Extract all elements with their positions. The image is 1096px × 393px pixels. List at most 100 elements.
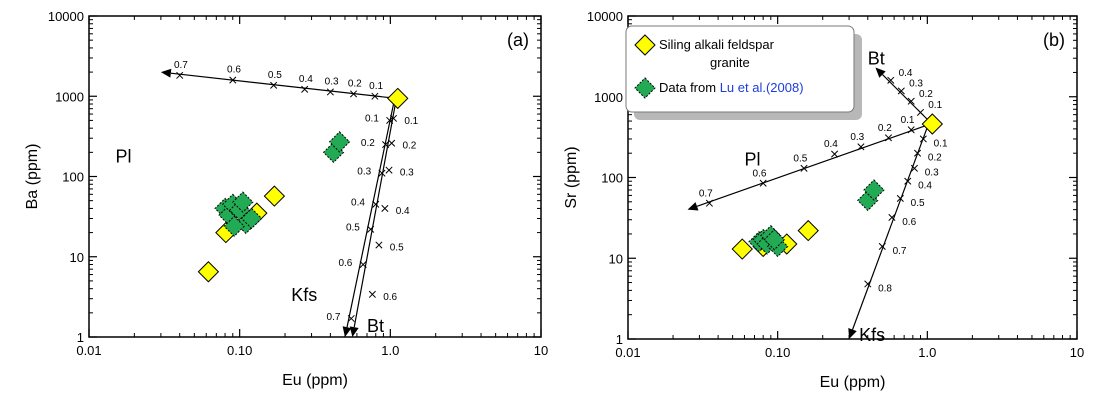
vector-tick-label: 0.1 <box>901 115 915 126</box>
vector-tick-label: 0.3 <box>850 132 864 143</box>
vector-tick-label: 0.7 <box>893 246 907 257</box>
vector-line <box>346 103 395 328</box>
vector-tick-mark <box>800 164 808 172</box>
legend-lu-citation: Lu et al.(2008) <box>720 80 804 95</box>
x-tick-label: 10 <box>534 343 548 358</box>
vector-tick-mark <box>371 92 379 100</box>
vector-tick-label: 0.7 <box>699 188 713 199</box>
vector-arrowhead <box>687 202 699 211</box>
x-tick-label: 0.01 <box>76 343 101 358</box>
vector-line <box>851 126 928 330</box>
vector-tick-label: 0.2 <box>919 89 933 100</box>
lu-data-point <box>763 228 786 251</box>
granite-data-point <box>387 87 409 110</box>
vector-tick-mark <box>878 242 886 251</box>
vector-tick-label: 0.7 <box>327 312 341 323</box>
panel-label: (b) <box>1043 30 1065 50</box>
vector-tick-label: 0.3 <box>909 79 923 90</box>
vector-arrowhead <box>848 328 857 339</box>
y-tick-label: 100 <box>601 171 623 186</box>
vector-tick-label: 0.3 <box>400 168 414 179</box>
y-axis-title: Ba (ppm) <box>24 144 41 210</box>
vector-label: Bt <box>367 316 384 336</box>
vector-tick-mark <box>229 76 237 84</box>
vector-tick-mark <box>372 200 380 208</box>
vector-tick-mark <box>831 150 839 158</box>
lu-data-point <box>232 191 254 213</box>
vector-tick-mark <box>907 126 915 134</box>
legend-box <box>625 25 855 113</box>
y-tick-label: 10 <box>70 250 84 265</box>
granite-data-point <box>797 219 819 242</box>
y-tick-label: 10 <box>609 251 623 266</box>
vector-label: Pl <box>744 150 760 170</box>
vector-tick-label: 0.6 <box>338 258 352 269</box>
vector-arrowhead <box>342 326 352 337</box>
vector-tick-mark <box>385 166 393 174</box>
x-axis-title: Eu (ppm) <box>820 374 886 391</box>
vector-tick-mark <box>887 76 895 84</box>
legend-granite-marker <box>634 34 656 56</box>
vector-tick-mark <box>897 87 905 95</box>
vector-tick-label: 0.8 <box>878 283 892 294</box>
vector-tick-mark <box>907 97 915 105</box>
legend-lu-prefix: Data from <box>659 80 720 95</box>
vector-label: Bt <box>868 49 885 69</box>
vector-label: Kfs <box>859 325 885 345</box>
y-tick-label: 100 <box>62 170 84 185</box>
x-tick-label: 10 <box>1070 345 1084 360</box>
vector-tick-mark <box>368 290 376 298</box>
vector-tick-label: 0.4 <box>299 74 313 85</box>
vector-tick-label: 0.3 <box>325 77 339 88</box>
vector-tick-label: 0.3 <box>925 168 939 179</box>
vector-tick-label: 0.5 <box>390 243 404 254</box>
vector-tick-mark <box>884 134 893 142</box>
legend-granite-line2: granite <box>710 55 750 70</box>
vector-tick-label: 0.5 <box>793 153 807 164</box>
vector-tick-mark <box>378 169 386 177</box>
lu-data-point <box>863 179 885 201</box>
vector-tick-label: 0.2 <box>361 138 375 149</box>
vector-tick-mark <box>388 139 396 147</box>
vector-tick-label: 0.6 <box>227 65 241 76</box>
vector-tick-mark <box>896 194 904 203</box>
y-tick-label: 10000 <box>587 9 623 24</box>
panel-label: (a) <box>507 30 529 50</box>
vector-tick-mark <box>349 90 358 98</box>
vector-tick-mark <box>389 114 398 122</box>
vector-arrowhead <box>160 68 172 78</box>
vector-tick-label: 0.1 <box>369 81 383 92</box>
vector-arrowhead <box>349 326 359 337</box>
vector-tick-label: 0.3 <box>357 166 371 177</box>
x-tick-label: 1.0 <box>918 345 936 360</box>
vector-tick-mark <box>381 204 389 212</box>
lu-data-point <box>223 215 245 237</box>
vector-tick-mark <box>888 213 896 222</box>
panel-a: 0.01 0.10 1.0 10 1 10 100 1000 10000 Eu (ppm) Ba (… <box>24 9 548 389</box>
vector-line <box>696 123 931 207</box>
vector-tick-label: 0.1 <box>928 100 942 111</box>
x-tick-label: 0.10 <box>227 343 252 358</box>
granite-data-point <box>921 113 944 135</box>
vector-tick-label: 0.4 <box>918 181 932 192</box>
vector-label: Pl <box>116 146 132 166</box>
vector-line <box>170 72 397 100</box>
vector-tick-mark <box>919 135 927 143</box>
vector-tick-mark <box>176 71 184 79</box>
y-axis-title: Sr (ppm) <box>563 146 580 208</box>
y-tick-label: 1 <box>77 330 84 345</box>
x-tick-label: 0.10 <box>765 345 790 360</box>
vector-tick-label: 0.4 <box>351 198 365 209</box>
vector-tick-label: 0.5 <box>346 223 360 234</box>
vector-tick-label: 0.6 <box>902 217 916 228</box>
vector-tick-label: 0.5 <box>268 70 282 81</box>
vector-tick-mark <box>326 88 334 96</box>
vector-tick-label: 0.2 <box>402 141 416 152</box>
legend: Siling alkali feldspar granite Data from… <box>625 25 862 120</box>
vector-tick-label: 0.2 <box>928 153 942 164</box>
granite-data-point <box>731 238 753 260</box>
vector-tick-mark <box>910 164 918 172</box>
x-axis-title: Eu (ppm) <box>282 372 348 389</box>
x-tick-label: 1.0 <box>381 343 399 358</box>
vector-line <box>353 103 396 328</box>
